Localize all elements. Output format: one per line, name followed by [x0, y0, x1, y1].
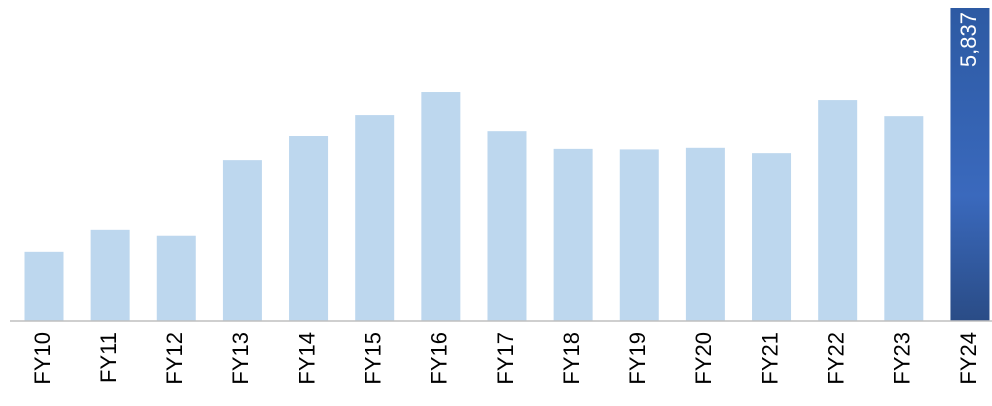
- bar: [156, 235, 196, 321]
- bar: [24, 251, 64, 321]
- bar: [355, 115, 395, 322]
- x-tick-label: FY11: [96, 332, 121, 383]
- x-tick-label: FY22: [823, 332, 848, 385]
- bar: [90, 229, 130, 321]
- bar: [818, 100, 858, 321]
- x-tick-label: FY21: [757, 332, 782, 385]
- bar: [950, 8, 990, 321]
- x-tick-label: FY17: [493, 332, 518, 385]
- bar: [487, 131, 527, 321]
- x-tick-label: FY13: [228, 332, 253, 385]
- x-tick-label: FY23: [890, 332, 915, 385]
- x-tick-label: FY18: [559, 332, 584, 385]
- bar: [421, 92, 461, 321]
- bar: [619, 149, 659, 321]
- x-tick-label: FY16: [427, 332, 452, 385]
- value-label: 5,837: [956, 12, 981, 67]
- x-tick-label: FY19: [625, 332, 650, 385]
- x-tick-label: FY15: [361, 332, 386, 385]
- x-tick-label: FY12: [162, 332, 187, 385]
- bar: [685, 147, 725, 321]
- bar: [752, 153, 792, 321]
- x-tick-label: FY10: [30, 332, 55, 385]
- bar: [553, 148, 593, 321]
- bar: [222, 160, 262, 321]
- x-tick-label: FY14: [294, 332, 319, 385]
- x-tick-label: FY24: [956, 332, 981, 385]
- x-tick-label: FY20: [691, 332, 716, 385]
- bar: [289, 135, 329, 321]
- bar: [884, 116, 924, 321]
